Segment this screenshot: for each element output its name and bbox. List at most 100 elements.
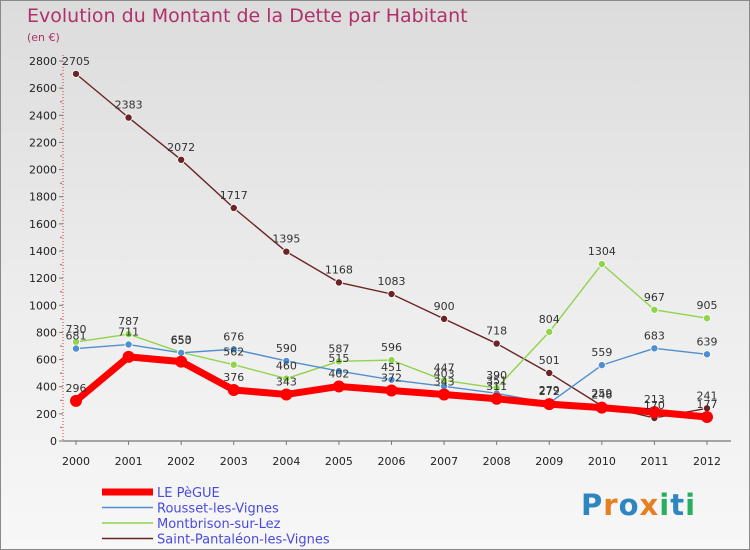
data-label: 177 [697, 398, 718, 411]
data-point [282, 356, 291, 365]
data-label: 351 [486, 374, 507, 387]
y-tick-label: 200 [36, 408, 57, 421]
data-point [124, 113, 133, 122]
data-label: 587 [328, 342, 349, 355]
series-points [70, 69, 713, 423]
data-point [229, 345, 238, 354]
data-label: 900 [434, 300, 455, 313]
data-label: 376 [223, 371, 244, 384]
data-point [334, 357, 343, 366]
y-minor-tick [60, 345, 62, 347]
y-tick-label: 2000 [29, 164, 57, 177]
data-label: 559 [591, 346, 612, 359]
data-label: 562 [223, 346, 244, 359]
data-label: 241 [697, 389, 718, 402]
x-tick-label: 2007 [430, 455, 458, 468]
data-point [387, 290, 396, 299]
y-tick-label: 1400 [29, 245, 57, 258]
data-label: 676 [223, 330, 244, 343]
data-label: 590 [276, 342, 297, 355]
x-tick-label: 2004 [272, 455, 300, 468]
data-label: 2383 [115, 99, 143, 112]
series-labels: 296 376 343 402 372 343 311 272 246 213 177 681 711 6… [62, 55, 718, 412]
data-label: 372 [381, 372, 402, 385]
data-label: 1083 [378, 275, 406, 288]
data-label: 596 [381, 341, 402, 354]
legend-label: Montbrison-sur-Lez [157, 517, 281, 532]
x-tick-label: 2010 [588, 455, 616, 468]
data-point [385, 384, 398, 397]
data-point [334, 278, 343, 287]
data-point [332, 380, 345, 393]
data-point [229, 360, 238, 369]
data-label: 403 [434, 367, 455, 380]
data-label: 1395 [272, 233, 300, 246]
data-label: 170 [644, 399, 665, 412]
y-minor-tick [60, 318, 62, 320]
data-label: 683 [644, 329, 665, 342]
y-tick-label: 400 [36, 381, 57, 394]
data-point [72, 69, 81, 78]
data-point [177, 155, 186, 164]
y-minor-tick [60, 263, 62, 266]
y-minor-tick [60, 209, 62, 212]
y-minor-tick [60, 372, 62, 374]
data-point [545, 369, 554, 378]
legend-label: Saint-Pantaléon-les-Vignes [157, 533, 330, 548]
data-label: 259 [591, 387, 612, 400]
data-point [595, 401, 608, 414]
y-tick-label: 2800 [29, 55, 57, 68]
x-tick-label: 2005 [325, 455, 353, 468]
y-tick-label: 600 [36, 354, 57, 367]
x-tick-label: 2008 [483, 455, 511, 468]
data-label: 272 [539, 385, 560, 398]
y-minor-tick [60, 399, 62, 402]
y-minor-tick [60, 155, 62, 157]
data-label: 246 [591, 389, 612, 402]
data-point [229, 203, 238, 212]
data-label: 2072 [167, 141, 195, 154]
x-tick-label: 2009 [535, 455, 563, 468]
data-point [70, 394, 82, 407]
data-label: 967 [644, 291, 665, 304]
data-point [387, 375, 396, 384]
data-label: 653 [171, 333, 192, 346]
y-tick-label: 1000 [29, 299, 57, 312]
data-label: 711 [118, 326, 139, 339]
y-minor-tick [60, 100, 62, 103]
data-label: 501 [539, 354, 560, 367]
data-point [701, 410, 713, 423]
data-point [280, 388, 293, 401]
data-point [650, 305, 659, 314]
y-tick-label: 1600 [29, 218, 57, 231]
y-tick-label: 800 [36, 326, 57, 339]
y-minor-tick [60, 73, 62, 76]
data-label: 402 [328, 367, 349, 380]
data-label: 787 [118, 315, 139, 328]
data-label: 1304 [588, 245, 616, 258]
x-tick-label: 2012 [693, 455, 721, 468]
data-point [175, 355, 188, 368]
y-minor-tick [60, 426, 62, 429]
data-point [334, 367, 343, 376]
data-point [703, 350, 712, 359]
data-label: 905 [697, 299, 718, 312]
x-tick-label: 2000 [62, 455, 90, 468]
data-point [545, 327, 554, 336]
data-label: 2705 [62, 55, 90, 68]
x-tick-label: 2003 [220, 455, 248, 468]
data-point [440, 314, 449, 323]
chart-title: Evolution du Montant de la Dette par Hab… [27, 5, 468, 27]
y-tick-label: 1800 [29, 191, 57, 204]
data-label: 390 [486, 369, 507, 382]
legend-label: LE PèGUE [157, 486, 220, 501]
legend: LE PèGUERousset-les-VignesMontbrison-sur… [102, 486, 330, 548]
data-point [650, 344, 659, 353]
x-tick-label: 2011 [640, 455, 668, 468]
data-point [124, 330, 133, 339]
data-point [387, 356, 396, 365]
x-tick-label: 2006 [378, 455, 406, 468]
data-point [490, 392, 503, 405]
y-tick-label: 0 [50, 435, 57, 448]
